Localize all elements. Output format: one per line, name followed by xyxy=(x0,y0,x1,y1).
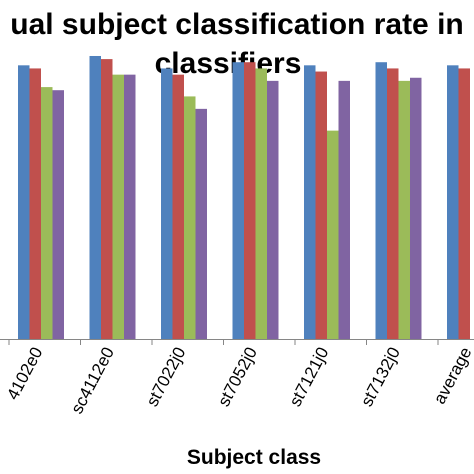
bar-sc4112e0-series-2 xyxy=(101,59,113,339)
chart-title: ual subject classification rate in class… xyxy=(10,8,464,80)
bar-st7022j0-series-4 xyxy=(195,108,207,339)
bar-st7132j0-series-3 xyxy=(398,80,410,340)
x-tick-label-st7132j0: st7132j0 xyxy=(357,344,404,410)
x-tick-labels: 4102e0 sc4112e0 st7022j0 st7052j0 st7121j0 st… xyxy=(3,339,474,417)
x-tick-label-4102e0: 4102e0 xyxy=(3,344,46,403)
bar-st7022j0-series-3 xyxy=(184,96,196,339)
bar-st7121j0-series-3 xyxy=(327,130,339,339)
bar-st7052j0-series-3 xyxy=(255,68,267,340)
bar-4102e0-series-3 xyxy=(41,87,53,339)
bar-st7132j0-series-4 xyxy=(410,77,422,339)
x-tick-label-average: average xyxy=(430,344,474,407)
bar-st7121j0-series-2 xyxy=(315,71,327,339)
bar-st7121j0-series-4 xyxy=(338,80,350,340)
plot-area xyxy=(18,55,470,340)
bar-st7052j0-series-1 xyxy=(232,62,244,340)
x-axis-title: Subject class xyxy=(187,446,321,469)
bar-st7121j0-series-1 xyxy=(304,65,316,339)
bar-4102e0-series-4 xyxy=(52,90,64,339)
bar-average-series-2 xyxy=(458,68,470,340)
bar-4102e0-series-2 xyxy=(29,68,41,340)
bar-st7052j0-series-2 xyxy=(244,62,256,340)
bar-sc4112e0-series-3 xyxy=(112,74,124,340)
bar-st7132j0-series-2 xyxy=(387,68,399,340)
x-tick-label-st7121j0: st7121j0 xyxy=(286,344,333,410)
bar-4102e0-series-1 xyxy=(18,65,30,339)
chart-title-line-1: ual subject classification rate in xyxy=(10,8,464,41)
bar-st7132j0-series-1 xyxy=(375,62,387,340)
bar-st7022j0-series-1 xyxy=(161,68,173,340)
bar-average-series-1 xyxy=(447,65,459,339)
x-tick-label-st7022j0: st7022j0 xyxy=(143,344,190,410)
bar-sc4112e0-series-1 xyxy=(89,55,101,340)
x-tick-label-sc4112e0: sc4112e0 xyxy=(67,344,118,417)
chart-title-line-2: classifiers xyxy=(155,47,302,80)
bar-st7052j0-series-4 xyxy=(267,80,279,340)
bar-sc4112e0-series-4 xyxy=(124,74,136,340)
bar-st7022j0-series-2 xyxy=(172,74,184,340)
x-tick-label-st7052j0: st7052j0 xyxy=(214,344,261,410)
